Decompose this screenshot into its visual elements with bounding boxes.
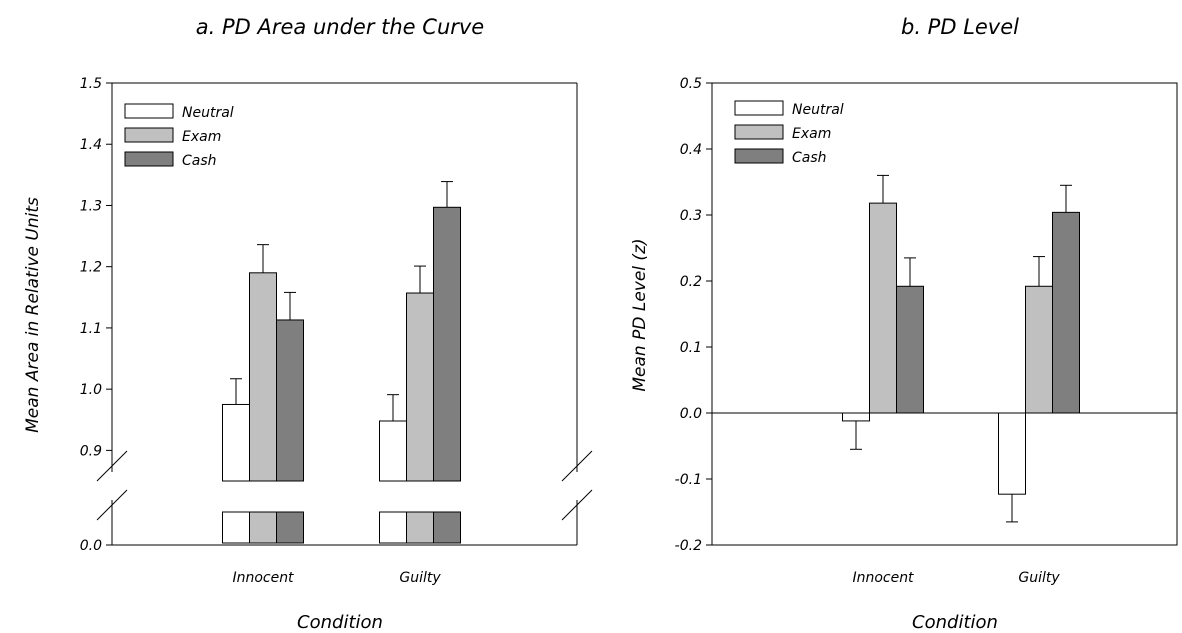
bar-stub-cash-guilty <box>433 511 461 544</box>
legend-swatch-neutral <box>124 103 174 119</box>
panel-a-plot-area: 0.9 1.0 1.1 1.2 1.3 1.4 1.5 0.0 Innocent Guilty <box>80 76 593 586</box>
panel-a-y-axis-label: Mean Area in Relative Units <box>23 197 43 433</box>
bar-stub-exam-innocent <box>249 511 277 544</box>
panel-b-y-axis-label: Mean PD Level (z) <box>630 238 650 391</box>
panel-a-title: a. PD Area under the Curve <box>196 15 484 39</box>
y-tick-label: -0.1 <box>675 472 702 488</box>
bar-cash-innocent <box>896 285 924 414</box>
legend-label-neutral: Neutral <box>182 105 234 121</box>
bar-neutral-guilty <box>998 412 1026 495</box>
y-tick-label: 0.2 <box>680 274 702 290</box>
bar-exam-guilty <box>1025 285 1053 414</box>
y-tick-label: 0.9 <box>80 443 102 459</box>
y-tick-label: 0.0 <box>680 406 702 422</box>
bar-neutral-innocent <box>842 412 870 422</box>
panel-b-x-axis-label: Condition <box>912 612 998 633</box>
y-tick-label: 1.5 <box>80 76 102 92</box>
panel-b: b. PD Level Mean PD Level (z) Condition … <box>630 15 1178 633</box>
legend-label-cash: Cash <box>792 150 827 166</box>
legend-swatch-cash <box>734 148 784 164</box>
axis-break-mark <box>96 489 128 521</box>
panel-a: a. PD Area under the Curve Mean Area in … <box>23 15 593 633</box>
x-category-label: Guilty <box>399 570 441 586</box>
axis-break-mark <box>561 450 593 482</box>
panel-b-plot-area: -0.2 -0.1 0.0 0.1 0.2 0.3 0.4 0.5 Innocent Guilty <box>675 76 1178 586</box>
x-category-label: Innocent <box>852 570 914 586</box>
y-tick-label: 1.4 <box>80 137 102 153</box>
bar-stub-exam-guilty <box>406 511 434 544</box>
panel-a-x-axis-label: Condition <box>297 612 383 633</box>
y-tick-label: 0.3 <box>680 208 702 224</box>
bar-exam-guilty <box>406 292 434 482</box>
legend-label-exam: Exam <box>792 126 831 142</box>
y-tick-label: 0.1 <box>680 340 702 356</box>
bar-neutral-innocent <box>222 403 250 482</box>
legend-label-neutral: Neutral <box>792 102 844 118</box>
y-tick-label: 0.0 <box>80 538 102 554</box>
y-tick-label: 1.2 <box>80 260 102 276</box>
bar-cash-guilty <box>433 206 461 482</box>
legend-swatch-exam <box>734 124 784 140</box>
axis-break-mark <box>561 489 593 521</box>
bar-cash-guilty <box>1052 211 1080 414</box>
y-tick-label: -0.2 <box>675 538 702 554</box>
legend-swatch-neutral <box>734 100 784 116</box>
y-tick-label: 1.0 <box>80 382 102 398</box>
legend-swatch-exam <box>124 127 174 143</box>
bar-stub-neutral-innocent <box>222 511 250 544</box>
bar-stub-neutral-guilty <box>379 511 407 544</box>
bar-cash-innocent <box>276 319 304 482</box>
panel-b-title: b. PD Level <box>901 15 1019 39</box>
y-tick-label: 1.3 <box>80 198 102 214</box>
y-tick-label: 0.5 <box>680 76 702 92</box>
bar-neutral-guilty <box>379 420 407 482</box>
panel-a-legend: Neutral Exam Cash <box>124 103 234 169</box>
bar-stub-cash-innocent <box>276 511 304 544</box>
x-category-label: Innocent <box>232 570 294 586</box>
x-category-label: Guilty <box>1018 570 1060 586</box>
bar-exam-innocent <box>249 272 277 482</box>
axis-break-mark <box>96 450 128 482</box>
legend-label-exam: Exam <box>182 129 221 145</box>
y-tick-label: 0.4 <box>680 142 702 158</box>
legend-label-cash: Cash <box>182 153 217 169</box>
panel-b-legend: Neutral Exam Cash <box>734 100 844 166</box>
bar-exam-innocent <box>869 202 897 414</box>
y-tick-label: 1.1 <box>80 321 102 337</box>
legend-swatch-cash <box>124 151 174 167</box>
panel-b-frame <box>711 82 1178 546</box>
